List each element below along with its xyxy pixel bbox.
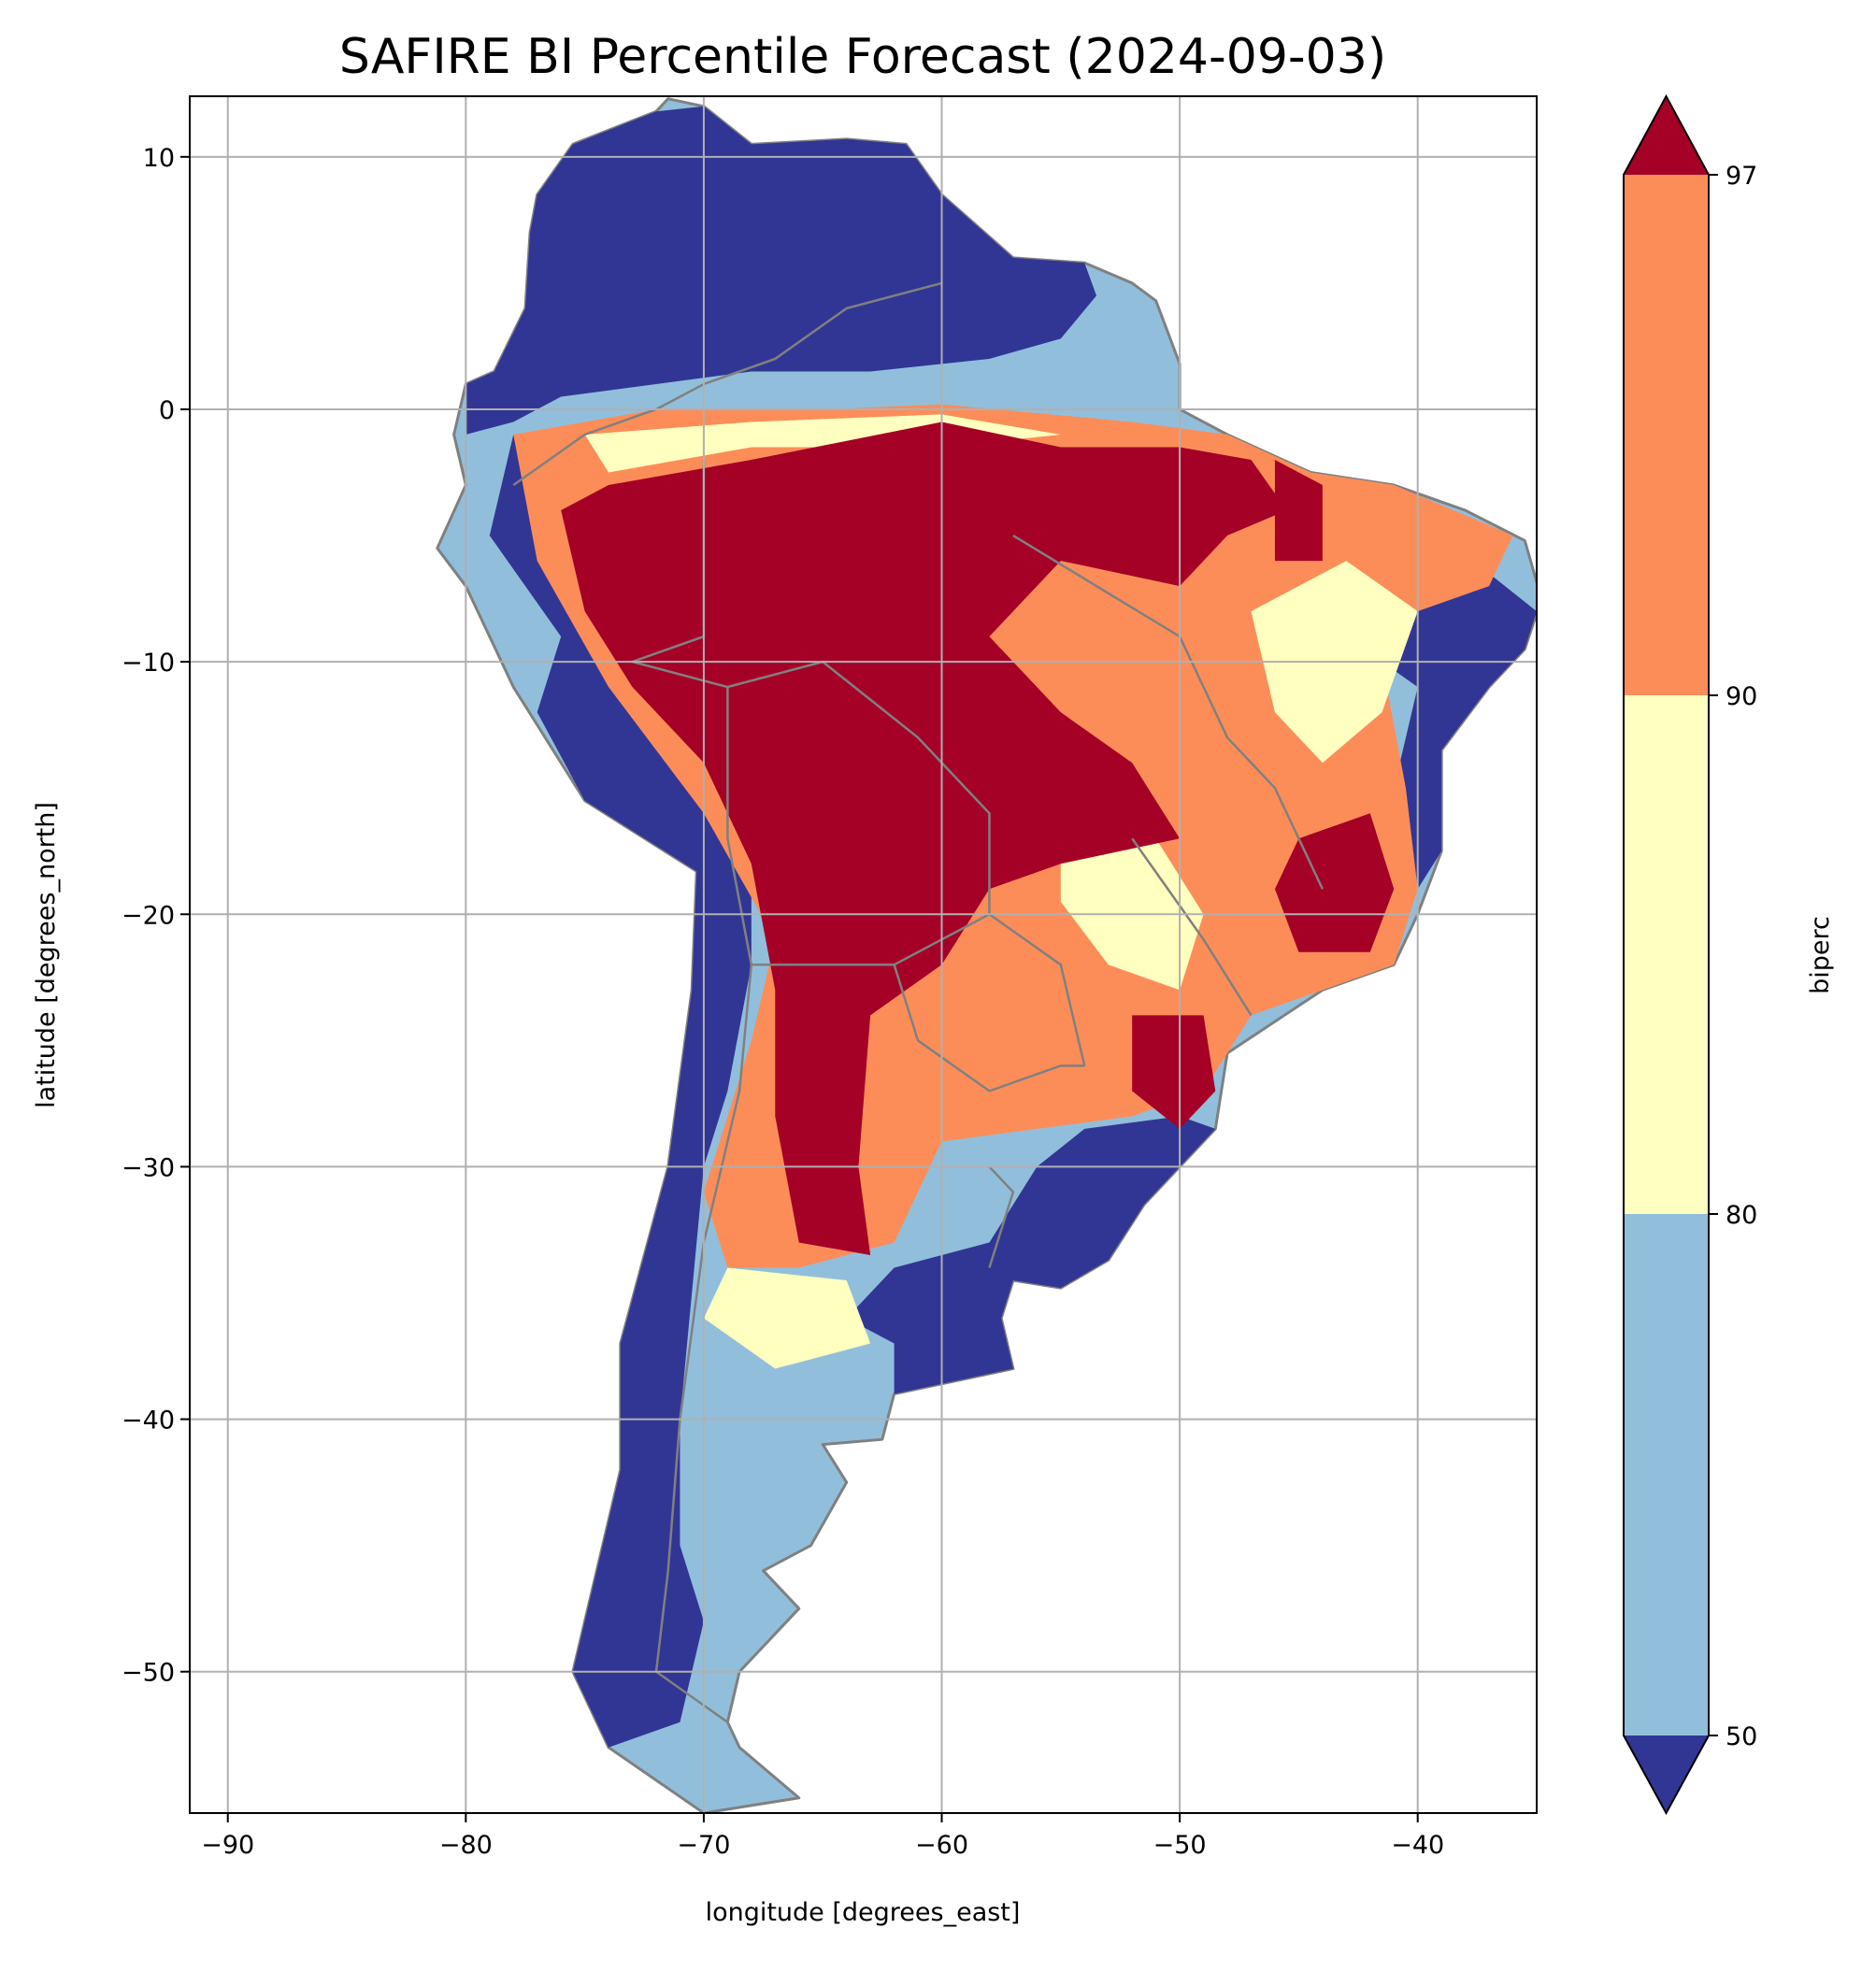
region-bahia (1382, 573, 1537, 890)
region-north (465, 106, 1097, 435)
x-tick-label: −70 (677, 1831, 730, 1860)
x-tick-label: −50 (1153, 1831, 1207, 1860)
region-core (561, 421, 1287, 1255)
colorbar-band-50-80 (1624, 1214, 1709, 1735)
x-tick-label: −60 (915, 1831, 968, 1860)
region-pampas (846, 1116, 1216, 1394)
region-red-ne (1274, 460, 1323, 562)
y-axis: 10 0 −10 −20 −30 −40 −50 (122, 144, 190, 1688)
colorbar-tick-label: 97 (1726, 162, 1757, 191)
x-tick-label: −80 (439, 1831, 493, 1860)
y-tick-label: −50 (122, 1659, 175, 1688)
y-tick-label: −20 (122, 901, 175, 930)
country-border (628, 460, 1086, 1066)
y-tick-label: −40 (122, 1407, 175, 1435)
region-red-se (1274, 813, 1395, 952)
grid-lines (190, 96, 1537, 1813)
x-axis-label: longitude [degrees_east] (706, 1898, 1021, 1927)
axes-frame (189, 95, 1538, 1814)
colorbar-label: biperc (1806, 916, 1835, 994)
region-red-s (1132, 1015, 1216, 1129)
colorbar-extend-max (1624, 96, 1709, 175)
region-yellow-s (703, 1267, 871, 1369)
x-axis: −90 −80 −70 −60 −50 −40 (201, 1813, 1444, 1860)
country-border (988, 1165, 1015, 1268)
colorbar-band-90-97 (1624, 175, 1709, 695)
colorbar-tick-label: 80 (1726, 1201, 1757, 1230)
country-border (726, 687, 991, 966)
y-tick-label: 10 (143, 144, 175, 173)
colorbar-tick-label: 50 (1726, 1722, 1757, 1751)
x-tick-label: −40 (1391, 1831, 1444, 1860)
country-border (1131, 837, 1253, 1017)
chart-title: SAFIRE BI Percentile Forecast (2024-09-0… (339, 29, 1386, 85)
y-tick-label: −10 (122, 649, 175, 678)
colorbar-extend-min (1624, 1735, 1709, 1813)
y-axis-label: latitude [degrees_north] (32, 802, 61, 1108)
colorbar-band-80-90 (1624, 695, 1709, 1214)
colorbar-tick-label: 90 (1726, 682, 1757, 711)
colorbar: 50 80 90 97 (1623, 93, 1757, 1816)
country-border (1012, 534, 1324, 890)
map-layer (436, 97, 1537, 1813)
country-border (893, 964, 1085, 1093)
y-tick-label: −30 (122, 1153, 175, 1182)
x-tick-label: −90 (201, 1831, 254, 1860)
y-tick-label: 0 (159, 396, 175, 425)
